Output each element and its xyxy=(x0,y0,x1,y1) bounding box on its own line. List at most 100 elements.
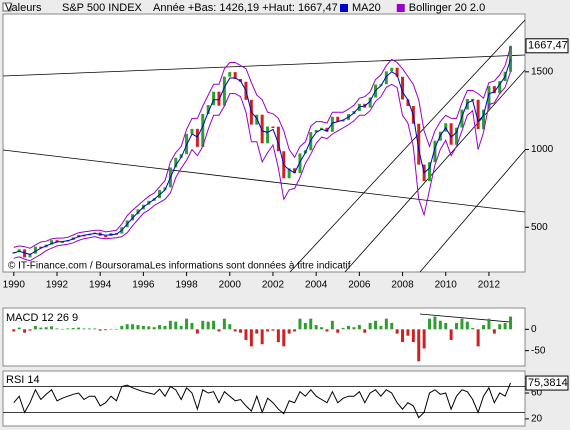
macd-bar xyxy=(336,329,340,333)
macd-bar xyxy=(271,329,275,331)
macd-bar xyxy=(314,325,318,330)
macd-bar xyxy=(255,329,259,334)
macd-bar xyxy=(217,329,221,332)
price-bar xyxy=(206,105,210,114)
macd-bar xyxy=(239,329,243,333)
main-plot xyxy=(2,13,526,273)
macd-bar xyxy=(50,326,54,330)
macd-bar xyxy=(71,328,75,330)
macd-bar xyxy=(476,329,480,347)
last-value-label: 1667,47 xyxy=(528,40,568,52)
checkbox[interactable] xyxy=(2,2,12,12)
price-bar xyxy=(482,109,486,130)
y-tick-label: 500 xyxy=(531,222,548,233)
price-bar xyxy=(384,71,388,85)
macd-bar xyxy=(422,329,426,349)
trend-line xyxy=(2,149,526,213)
macd-bar xyxy=(152,327,156,330)
macd-bar xyxy=(503,322,507,330)
legend-swatch xyxy=(340,4,348,12)
macd-bar xyxy=(168,320,172,330)
trend-line xyxy=(419,313,511,323)
macd-bar xyxy=(23,329,27,333)
last-value-label: 75,3814 xyxy=(528,377,568,389)
macd-bar xyxy=(433,316,437,330)
macd-bar xyxy=(12,329,16,332)
y-tick-label: 1500 xyxy=(531,66,554,77)
macd-bar xyxy=(147,326,151,330)
price-bar xyxy=(104,235,108,238)
bollinger-lower xyxy=(13,71,511,262)
macd-bar xyxy=(487,318,491,330)
x-tick-label: 1990 xyxy=(3,280,26,291)
trend-line xyxy=(344,69,526,273)
price-bar xyxy=(190,128,194,134)
price-bar xyxy=(293,168,297,174)
macd-bar xyxy=(509,316,513,330)
macd-bar xyxy=(455,322,459,330)
x-tick-label: 2012 xyxy=(478,280,501,291)
last-value-box xyxy=(525,38,569,54)
macd-bar xyxy=(401,329,405,343)
price-bar xyxy=(228,72,232,77)
macd-bar xyxy=(109,328,113,330)
macd-bar xyxy=(438,320,442,330)
legend-swatch xyxy=(396,4,405,12)
macd-bar xyxy=(131,324,135,330)
price-bar xyxy=(509,45,513,72)
macd-bar xyxy=(87,328,91,330)
price-bar xyxy=(428,162,432,182)
last-value-box xyxy=(525,375,569,391)
macd-bar xyxy=(368,322,372,330)
price-bar xyxy=(255,114,259,125)
price-bar xyxy=(287,168,291,179)
x-tick-label: 2010 xyxy=(435,280,458,291)
macd-bar xyxy=(114,329,118,330)
price-bar xyxy=(314,129,318,133)
macd-bar xyxy=(379,325,383,330)
price-bar xyxy=(28,253,32,258)
price-bar xyxy=(163,187,167,190)
x-tick-label: 2000 xyxy=(219,280,242,291)
macd-bar xyxy=(282,329,286,347)
y-tick-label: -50 xyxy=(531,345,546,356)
price-bar xyxy=(50,240,54,245)
ma-line xyxy=(13,59,511,255)
macd-bar xyxy=(233,329,237,332)
legend-label: MA20 xyxy=(352,2,381,14)
macd-bar xyxy=(33,325,37,330)
price-bar xyxy=(195,128,199,147)
macd-bar xyxy=(60,328,64,330)
macd-bar xyxy=(136,325,140,330)
macd-bar xyxy=(347,325,351,330)
trend-line xyxy=(2,54,526,77)
price-bar xyxy=(136,209,140,215)
macd-bar xyxy=(260,329,264,345)
macd-bar xyxy=(390,322,394,330)
macd-bar xyxy=(174,321,178,330)
macd-bar xyxy=(244,329,248,340)
selector-label[interactable]: Valeurs xyxy=(5,2,42,14)
price-bar xyxy=(460,109,464,128)
price-bar xyxy=(33,246,37,254)
price-bar xyxy=(465,99,469,110)
price-bar xyxy=(390,67,394,72)
macd-bar xyxy=(266,329,270,332)
macd-bar xyxy=(195,329,199,334)
macd-bar xyxy=(471,328,475,330)
price-bar xyxy=(417,123,421,165)
macd-bar xyxy=(39,327,43,330)
macd-bar xyxy=(465,321,469,330)
price-bar xyxy=(325,127,329,132)
price-bar xyxy=(298,153,302,174)
y-tick-label: 0 xyxy=(531,324,537,335)
price-bar xyxy=(266,126,270,144)
macd-bar xyxy=(357,325,361,330)
price-bar xyxy=(492,86,496,94)
price-bar xyxy=(222,76,226,106)
price-bar xyxy=(260,114,264,144)
macd-bar xyxy=(190,322,194,330)
macd-bar xyxy=(206,321,210,330)
macd-bar xyxy=(249,329,253,347)
macd-bar xyxy=(428,318,432,330)
